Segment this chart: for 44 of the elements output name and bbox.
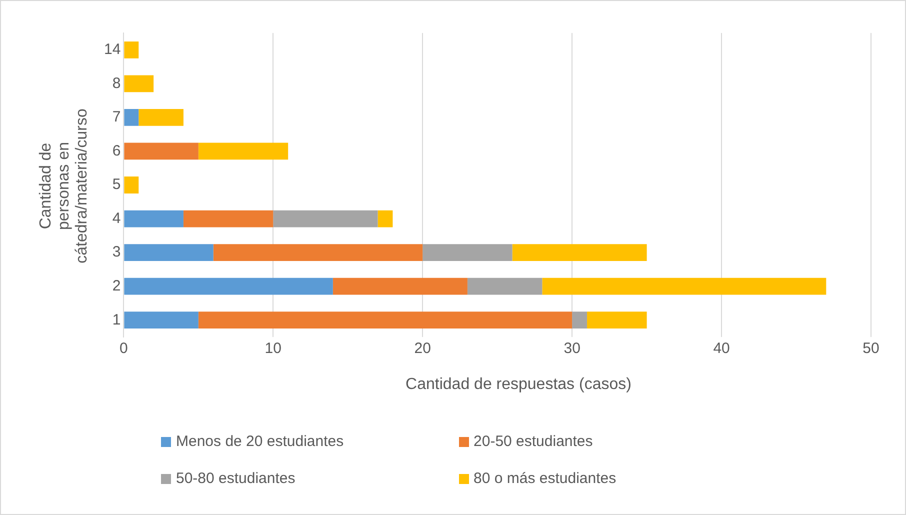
bar: [138, 109, 184, 126]
y-tick-label: 6: [112, 142, 121, 160]
x-tick-label: 0: [120, 340, 128, 358]
bar: [198, 142, 288, 160]
bar: [183, 210, 274, 228]
bar: [124, 278, 333, 295]
bar: [124, 142, 198, 160]
x-axis-title: Cantidad de respuestas (casos): [404, 376, 632, 394]
y-tick-label: 14: [104, 41, 121, 58]
bar: [124, 109, 139, 126]
y-tick-label: 7: [112, 108, 121, 126]
legend-label: Menos de 20 estudiantes: [175, 433, 345, 450]
bar: [124, 75, 154, 92]
bar: [572, 312, 588, 329]
y-tick-label: 5: [112, 176, 121, 194]
bar: [124, 244, 214, 261]
y-tick-label: 4: [112, 210, 121, 227]
bar: [124, 176, 139, 194]
x-tick-label: 30: [564, 340, 580, 358]
y-tick-label: 3: [112, 244, 121, 261]
legend-label: 20-50 estudiantes: [472, 433, 594, 450]
bar: [198, 312, 572, 329]
bar: [124, 41, 139, 58]
bar: [213, 244, 423, 261]
bar: [587, 312, 647, 329]
x-tick-label: 40: [713, 340, 730, 358]
bar: [124, 210, 184, 228]
bar: [512, 244, 647, 261]
y-tick-label: 8: [112, 74, 121, 92]
bar: [422, 244, 512, 261]
bar: [378, 210, 393, 228]
bar: [332, 278, 468, 295]
legend-label: 50-80 estudiantes: [175, 470, 296, 487]
bar: [273, 210, 378, 228]
x-tick-label: 10: [264, 340, 282, 358]
y-tick-label: 2: [112, 277, 121, 294]
x-tick-label: 20: [414, 340, 431, 358]
x-tick-label: 50: [862, 340, 880, 358]
bar: [542, 278, 826, 295]
bar: [124, 312, 198, 329]
legend-label: 80 o más estudiantes: [472, 470, 618, 487]
y-tick-label: 1: [112, 311, 121, 328]
y-axis-title: Cantidad de personas en cátedra/materia/curso: [37, 108, 91, 264]
bar: [467, 278, 542, 295]
